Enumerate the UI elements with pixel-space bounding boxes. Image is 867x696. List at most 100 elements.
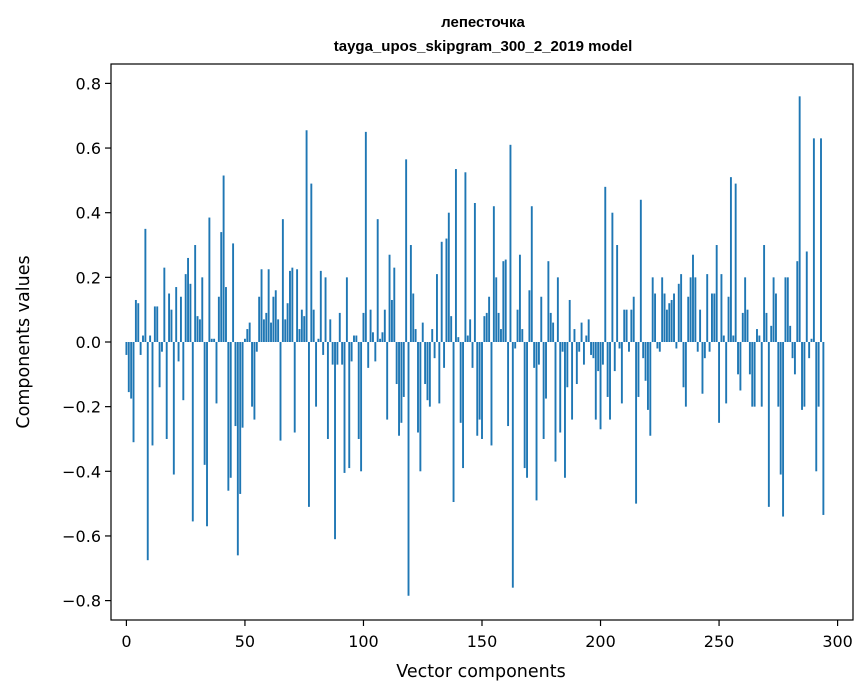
plot-frame bbox=[110, 63, 854, 621]
bar bbox=[189, 283, 192, 342]
bar bbox=[298, 329, 301, 342]
bar bbox=[741, 312, 744, 342]
bar bbox=[149, 335, 152, 342]
bar bbox=[367, 342, 370, 368]
bar bbox=[208, 217, 211, 342]
bar bbox=[575, 342, 578, 385]
bar bbox=[526, 342, 528, 478]
bar bbox=[746, 309, 749, 342]
bar bbox=[395, 342, 398, 385]
bar bbox=[225, 287, 227, 342]
bar bbox=[312, 309, 315, 342]
bar bbox=[220, 232, 223, 342]
bar bbox=[756, 329, 758, 342]
bar bbox=[722, 335, 725, 342]
bar bbox=[767, 342, 770, 507]
bar bbox=[161, 342, 163, 352]
bar bbox=[599, 342, 602, 430]
bar bbox=[547, 261, 550, 342]
bar bbox=[372, 332, 374, 342]
bar bbox=[255, 342, 258, 352]
bar bbox=[777, 342, 780, 407]
bar bbox=[421, 322, 424, 342]
bar bbox=[360, 342, 363, 472]
bar bbox=[744, 277, 747, 342]
bar bbox=[639, 199, 642, 342]
bar bbox=[720, 274, 723, 342]
bar bbox=[642, 342, 645, 359]
bar bbox=[334, 342, 336, 540]
bar bbox=[632, 296, 635, 342]
bar bbox=[597, 342, 600, 372]
bar bbox=[483, 316, 486, 342]
bar bbox=[729, 177, 732, 342]
bar bbox=[284, 319, 287, 342]
bar bbox=[184, 274, 187, 342]
bar bbox=[609, 342, 611, 420]
bar bbox=[191, 342, 194, 522]
bar bbox=[241, 342, 244, 428]
bar bbox=[274, 290, 277, 342]
bar bbox=[535, 342, 538, 501]
bar bbox=[272, 296, 275, 342]
bar bbox=[606, 342, 609, 397]
bar bbox=[684, 342, 687, 407]
bar bbox=[246, 329, 249, 342]
bar bbox=[137, 303, 140, 342]
y-tick-label: −0.4 bbox=[62, 462, 101, 481]
bar bbox=[699, 309, 702, 342]
bar bbox=[523, 342, 526, 469]
bar bbox=[492, 206, 495, 342]
bar bbox=[125, 342, 128, 355]
bar bbox=[502, 261, 505, 342]
bar bbox=[267, 269, 270, 342]
bar bbox=[732, 335, 735, 342]
bar bbox=[459, 342, 462, 423]
bar bbox=[651, 277, 654, 342]
bar bbox=[262, 319, 265, 342]
bar bbox=[353, 335, 355, 342]
bar bbox=[753, 342, 756, 407]
bar bbox=[682, 342, 685, 388]
bar bbox=[206, 342, 208, 527]
bar bbox=[127, 342, 130, 393]
bar bbox=[163, 267, 166, 342]
bar bbox=[687, 296, 690, 342]
bar bbox=[796, 261, 799, 342]
bar bbox=[718, 342, 721, 423]
x-tick-label: 0 bbox=[121, 632, 131, 651]
bar bbox=[713, 293, 716, 342]
bar bbox=[350, 342, 353, 362]
bar bbox=[471, 342, 474, 368]
bar bbox=[345, 277, 348, 342]
bar bbox=[751, 342, 754, 407]
bar bbox=[582, 342, 585, 365]
bar bbox=[646, 342, 649, 410]
bar bbox=[386, 342, 389, 420]
bar bbox=[357, 342, 360, 439]
bar bbox=[521, 329, 524, 342]
bar bbox=[803, 342, 806, 407]
bar bbox=[348, 342, 351, 469]
bar bbox=[355, 335, 358, 342]
y-tick-label: −0.8 bbox=[62, 592, 101, 611]
bar bbox=[625, 309, 628, 342]
bar bbox=[310, 183, 313, 342]
bar bbox=[658, 342, 661, 352]
bar bbox=[279, 342, 282, 441]
bar bbox=[398, 342, 400, 436]
bar bbox=[748, 342, 751, 375]
bar bbox=[635, 342, 638, 504]
bar bbox=[222, 175, 225, 342]
bar bbox=[341, 342, 344, 365]
y-tick-label: 0.6 bbox=[76, 139, 101, 158]
bar bbox=[580, 322, 583, 342]
bar bbox=[601, 342, 604, 365]
bar bbox=[673, 293, 675, 342]
bar bbox=[445, 238, 448, 342]
bar bbox=[232, 243, 235, 342]
bar bbox=[791, 342, 794, 359]
bar bbox=[680, 274, 683, 342]
x-tick-label: 200 bbox=[585, 632, 616, 651]
bar bbox=[497, 312, 500, 342]
